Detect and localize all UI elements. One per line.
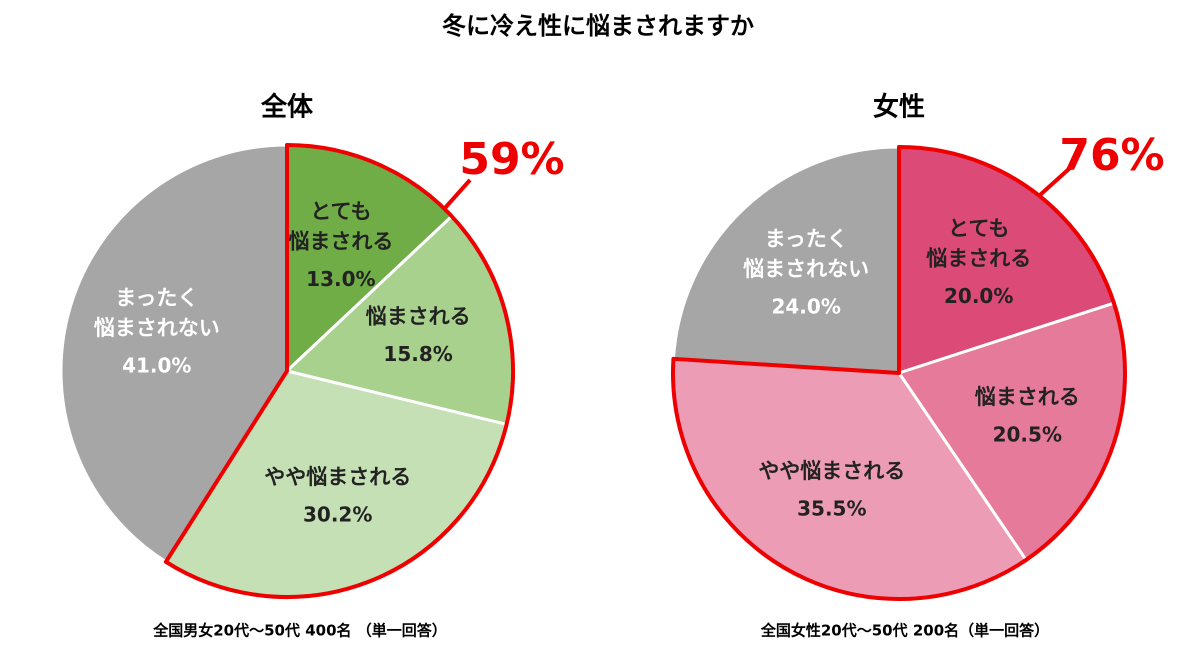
slice-label: 悩まされる xyxy=(926,246,1031,270)
slice-label: 悩まされる xyxy=(366,304,471,328)
note: 全国女性20代～50代 200名（単一回答） xyxy=(760,622,1049,640)
slice-label: やや悩まされる xyxy=(264,465,411,489)
slice-label: まったく xyxy=(115,286,198,310)
value-label: 35.5% xyxy=(797,496,866,520)
note: 全国男女20代～50代 400名 （単一回答） xyxy=(152,622,447,640)
value-label: 30.2% xyxy=(303,502,372,526)
slice-label: まったく xyxy=(765,227,848,251)
slice-label: やや悩まされる xyxy=(758,459,905,483)
slice-label: とても xyxy=(948,216,1009,240)
slice-label: 悩まされない xyxy=(94,316,220,340)
value-label: 20.0% xyxy=(944,284,1013,308)
pie-slice xyxy=(671,145,901,375)
annotation-leader xyxy=(443,178,472,210)
annotation: 59% xyxy=(459,134,564,185)
highlight-outline xyxy=(163,143,515,599)
slice-label: とても xyxy=(310,200,371,224)
pie-title: 全体 xyxy=(260,92,314,123)
value-label: 41.0% xyxy=(122,354,191,378)
highlight-outline xyxy=(671,145,1127,601)
pie-title: 女性 xyxy=(873,92,925,123)
slice-label: 悩まされる xyxy=(975,385,1080,409)
chart-title: 冬に冷え性に悩まされますか xyxy=(442,12,754,40)
value-label: 13.0% xyxy=(306,267,375,291)
slice-label: 悩まされない xyxy=(743,257,869,281)
annotation: 76% xyxy=(1059,130,1164,181)
value-label: 20.5% xyxy=(993,422,1062,446)
value-label: 15.8% xyxy=(383,342,452,366)
slice-label: 悩まされる xyxy=(288,230,393,254)
annotation-leader xyxy=(1038,166,1072,197)
value-label: 24.0% xyxy=(771,295,840,319)
